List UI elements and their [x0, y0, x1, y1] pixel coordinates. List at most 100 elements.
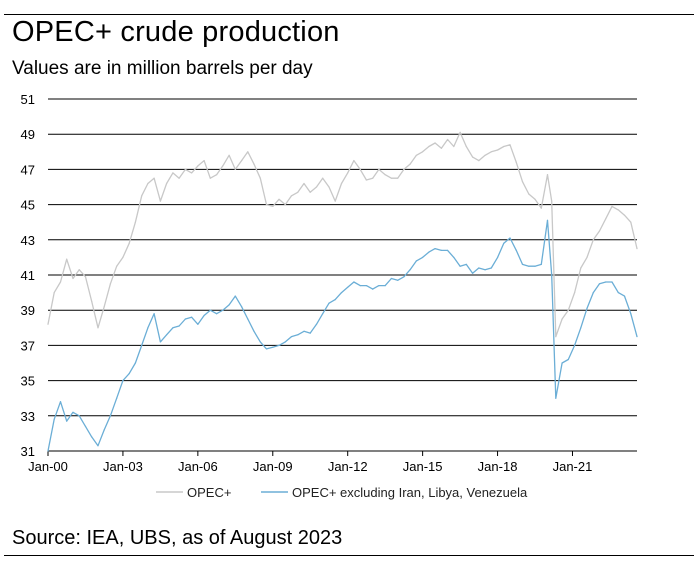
- data-point: [428, 251, 430, 253]
- data-point: [297, 191, 299, 193]
- data-point: [309, 332, 311, 334]
- data-point: [141, 195, 143, 197]
- data-point: [247, 318, 249, 320]
- data-point: [372, 177, 374, 179]
- data-point: [636, 248, 638, 250]
- data-point: [497, 149, 499, 151]
- data-point: [347, 286, 349, 288]
- data-point: [272, 205, 274, 207]
- data-point: [328, 302, 330, 304]
- data-point: [128, 242, 130, 244]
- data-point: [234, 168, 236, 170]
- data-point: [103, 306, 105, 308]
- data-point: [630, 313, 632, 315]
- data-point: [97, 445, 99, 447]
- data-point: [284, 204, 286, 206]
- data-point: [567, 358, 569, 361]
- data-point: [253, 330, 255, 332]
- data-point: [540, 263, 542, 265]
- data-point: [409, 163, 411, 165]
- data-point: [209, 177, 211, 179]
- x-tick-label: Jan-00: [28, 459, 68, 474]
- y-tick-label: 37: [21, 338, 35, 353]
- data-point: [78, 269, 80, 271]
- data-point: [184, 318, 186, 320]
- data-point: [509, 144, 511, 146]
- y-tick-label: 43: [21, 233, 35, 248]
- data-point: [109, 415, 111, 417]
- data-point: [303, 182, 305, 185]
- data-point: [159, 200, 161, 202]
- data-point: [605, 218, 607, 220]
- data-point: [617, 292, 619, 294]
- data-point: [91, 436, 93, 438]
- data-point: [72, 411, 74, 413]
- data-point: [141, 344, 143, 346]
- data-point: [390, 177, 392, 179]
- data-point: [59, 401, 62, 403]
- data-point: [617, 209, 619, 211]
- data-point: [611, 205, 613, 207]
- data-point: [415, 260, 417, 262]
- data-point: [272, 346, 274, 348]
- data-point: [122, 256, 124, 258]
- data-point: [561, 362, 563, 364]
- data-point: [228, 304, 230, 306]
- data-point: [334, 299, 336, 301]
- y-tick-label: 41: [21, 268, 35, 283]
- top-rule: [4, 14, 694, 15]
- data-point: [259, 341, 261, 343]
- data-point: [97, 327, 99, 329]
- data-point: [322, 313, 324, 315]
- data-point: [228, 154, 230, 156]
- y-tick-label: 35: [21, 374, 35, 389]
- data-point: [497, 256, 499, 258]
- data-point: [403, 168, 405, 170]
- data-point: [66, 420, 68, 422]
- data-point: [84, 425, 87, 427]
- data-point: [521, 263, 524, 265]
- data-point: [91, 300, 93, 302]
- data-point: [53, 292, 55, 294]
- data-point: [459, 131, 461, 133]
- data-point: [191, 172, 193, 174]
- data-point: [453, 145, 455, 148]
- data-point: [521, 181, 524, 183]
- data-point: [372, 288, 374, 290]
- data-point: [153, 313, 155, 315]
- x-axis: Jan-00 Jan-03 Jan-06 Jan-09 Jan-12 Jan-15 Jan-…: [28, 451, 592, 474]
- data-point: [440, 249, 442, 251]
- data-point: [47, 323, 49, 325]
- data-point: [534, 198, 536, 200]
- data-point: [586, 256, 588, 258]
- data-point: [478, 160, 480, 162]
- data-point: [598, 283, 601, 285]
- data-point: [605, 281, 607, 283]
- data-point: [191, 316, 193, 318]
- data-point: [159, 341, 161, 343]
- data-point: [247, 151, 249, 153]
- data-point: [397, 279, 399, 281]
- data-point: [353, 160, 355, 162]
- data-point: [384, 285, 386, 287]
- data-point: [528, 265, 530, 267]
- gridlines: [48, 98, 637, 452]
- data-point: [472, 272, 474, 274]
- data-point: [222, 309, 224, 311]
- data-point: [309, 191, 311, 193]
- data-point: [134, 221, 136, 223]
- data-point: [178, 177, 180, 179]
- legend-label: OPEC+ excluding Iran, Libya, Venezuela: [292, 485, 528, 500]
- data-point: [567, 309, 569, 311]
- data-point: [359, 168, 361, 170]
- data-point: [434, 248, 436, 250]
- data-point: [84, 276, 87, 278]
- x-tick-label: Jan-06: [178, 459, 218, 474]
- data-point: [203, 314, 205, 317]
- data-point: [234, 295, 236, 297]
- data-point: [147, 327, 149, 329]
- data-point: [540, 207, 542, 209]
- x-tick-label: Jan-09: [253, 459, 293, 474]
- data-point: [528, 193, 530, 195]
